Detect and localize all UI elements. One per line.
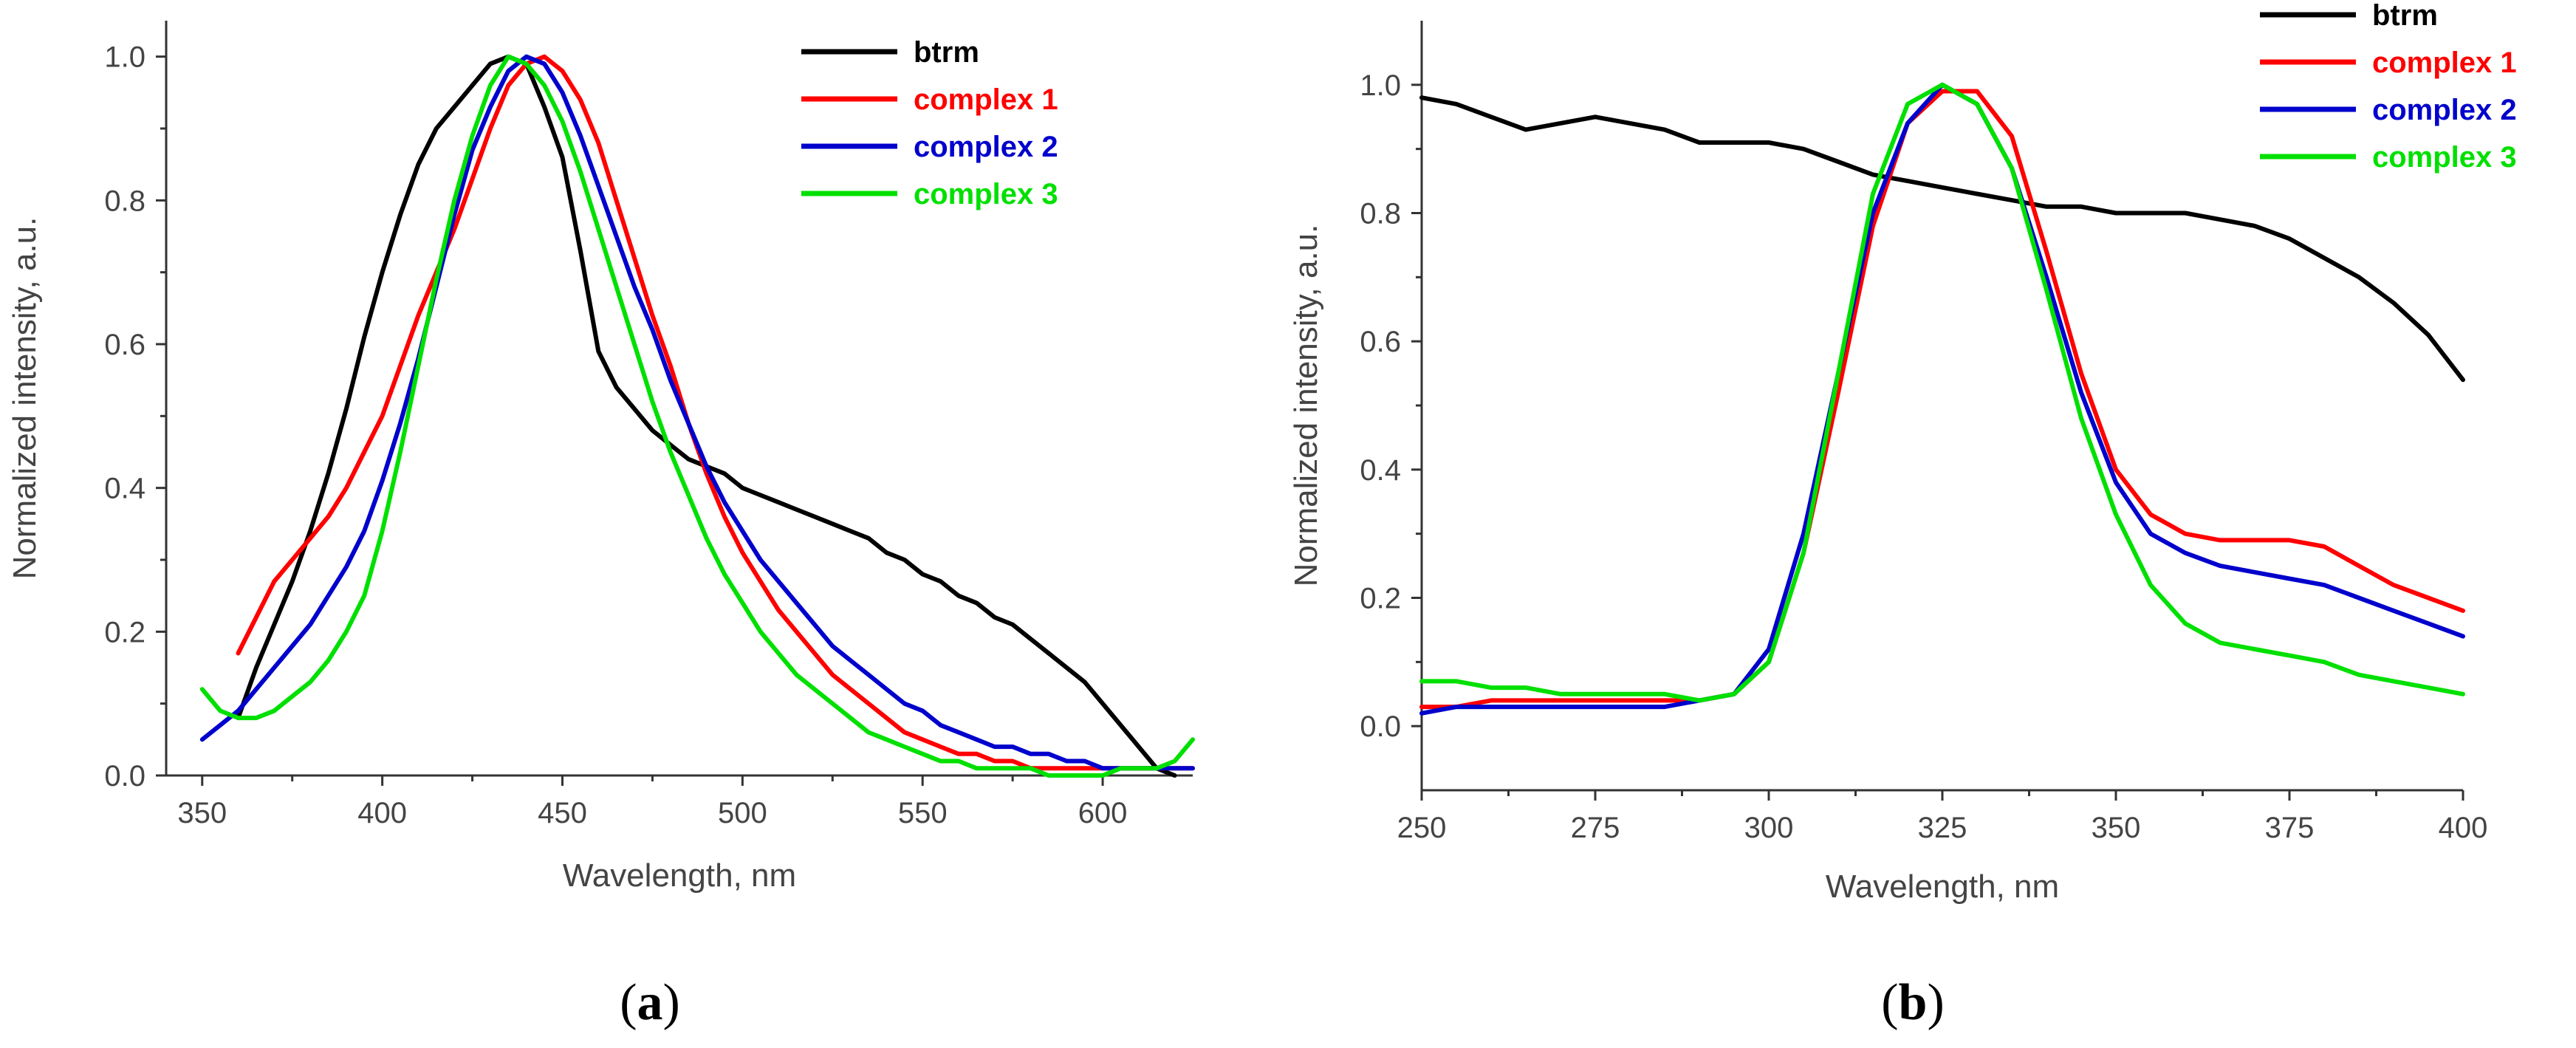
y-tick-label: 1.0 [1360,69,1401,102]
x-tick-label: 500 [718,797,767,829]
panel-a-label: (a) [620,974,680,1031]
series-line-complex-3 [199,54,1195,778]
series-line-complex-1 [1419,89,2465,710]
x-axis-title: Wavelength, nm [563,857,796,894]
x-tick-label: 275 [1571,812,1620,844]
legend-label: btrm [2372,0,2438,32]
series-line-btrm [1419,95,2465,383]
x-tick-label: 250 [1397,812,1447,844]
panel-label-open: ( [620,974,637,1031]
series-line-btrm [236,54,1177,778]
y-tick-label: 0.2 [104,616,145,648]
panel-b-label: (b) [1881,974,1945,1031]
x-tick-label: 600 [1078,797,1128,829]
y-tick-label: 0.2 [1360,583,1401,615]
legend-label: complex 2 [914,131,1058,163]
y-tick-label: 0.0 [104,760,145,792]
y-axis-title: Normalized intensity, a.u. [7,217,43,580]
series-line-complex-2 [1419,82,2465,716]
x-tick-label: 450 [538,797,587,829]
panel-label-close: ) [663,974,680,1031]
panel-label-close: ) [1927,974,1944,1031]
x-tick-label: 300 [1744,812,1794,844]
panel-b-chart: 250 275 300 325 350 375 400 0.0 0.2 0.4 0.6 0.8 1.0 W… [1288,0,2517,1031]
legend-label: complex 3 [2372,141,2517,174]
panel-label-open: ( [1881,974,1898,1031]
x-tick-label: 325 [1918,812,1967,844]
y-tick-label: 0.6 [104,329,145,361]
y-tick-label: 0.8 [1360,198,1401,230]
x-tick-label: 550 [898,797,948,829]
x-tick-label: 400 [357,797,407,829]
y-tick-label: 0.4 [104,473,145,505]
y-tick-label: 0.0 [1360,710,1401,743]
x-tick-label: 400 [2439,812,2488,844]
y-tick-label: 0.6 [1360,326,1401,358]
legend-label: btrm [914,36,979,69]
panel-b-legend: btrm complex 1 complex 2 complex 3 [2260,0,2517,174]
legend-label: complex 2 [2372,94,2517,126]
y-axis-title: Normalized intensity, a.u. [1288,225,1324,587]
panel-label-letter: a [637,974,663,1031]
legend-label: complex 3 [914,178,1058,210]
y-tick-label: 0.4 [1360,454,1401,487]
y-tick-label: 0.8 [104,185,145,217]
y-tick-label: 1.0 [104,41,145,74]
panel-a-chart: 350 400 450 500 550 600 0.0 0.2 0.4 0.6 0.8 1.0 Wave… [7,21,1195,1031]
panel-a-legend: btrm complex 1 complex 2 complex 3 [801,36,1058,210]
x-tick-label: 350 [177,797,227,829]
legend-label: complex 1 [2372,47,2517,79]
legend-label: complex 1 [914,83,1058,116]
series-line-complex-3 [1419,82,2465,703]
series-line-complex-1 [236,54,1195,771]
x-tick-label: 375 [2265,812,2315,844]
series-line-complex-2 [199,54,1195,771]
x-tick-label: 350 [2092,812,2141,844]
x-axis-title: Wavelength, nm [1826,869,2059,905]
panel-label-letter: b [1899,974,1928,1031]
